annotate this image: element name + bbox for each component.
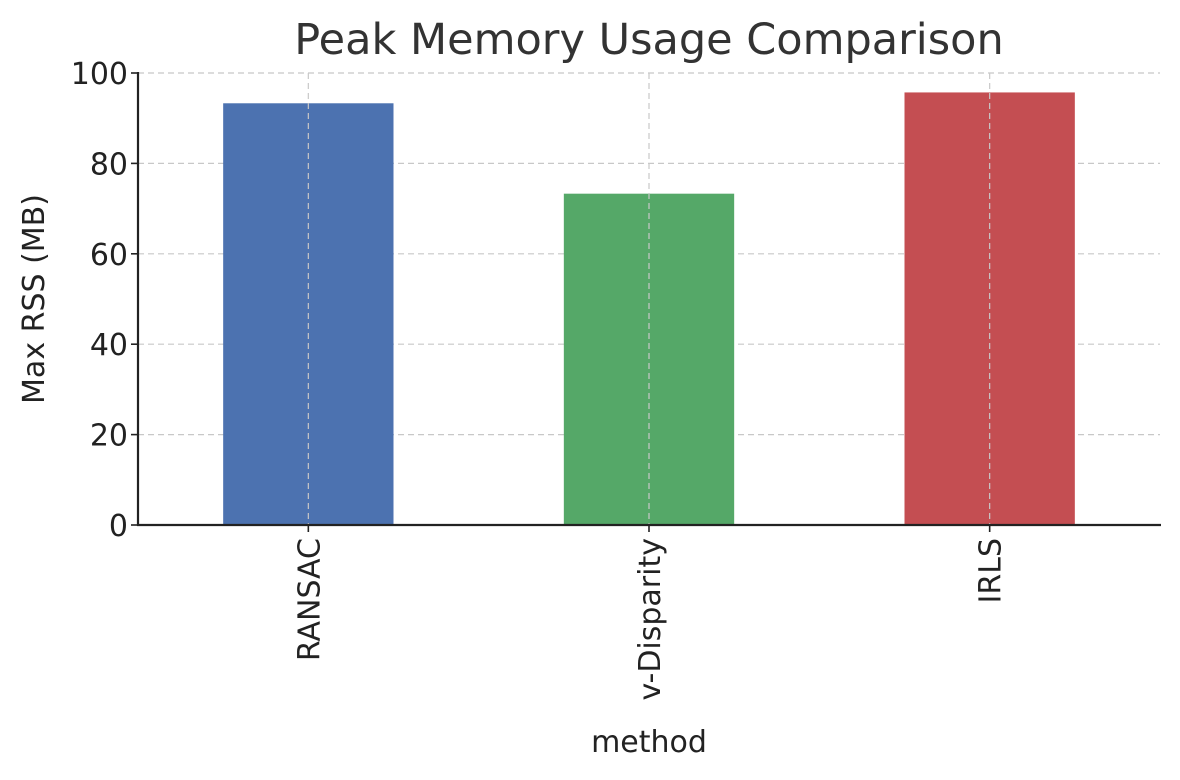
- y-tick-label: 60: [90, 238, 128, 273]
- x-ticks: RANSAC v-Disparity IRLS: [292, 525, 1009, 700]
- bars: [223, 73, 1075, 525]
- x-tick-label: IRLS: [974, 538, 1009, 603]
- chart-title: Peak Memory Usage Comparison: [294, 15, 1003, 65]
- x-tick-label: RANSAC: [292, 538, 327, 661]
- y-tick-label: 80: [90, 147, 128, 182]
- y-tick-label: 0: [109, 509, 128, 544]
- y-ticks: 0 20 40 60 80 100: [71, 57, 138, 544]
- y-tick-label: 40: [90, 328, 128, 363]
- x-axis-label: method: [591, 725, 707, 760]
- y-tick-label: 100: [71, 57, 128, 92]
- x-tick-label: v-Disparity: [633, 538, 668, 700]
- y-tick-label: 20: [90, 419, 128, 454]
- y-axis-label: Max RSS (MB): [17, 194, 52, 404]
